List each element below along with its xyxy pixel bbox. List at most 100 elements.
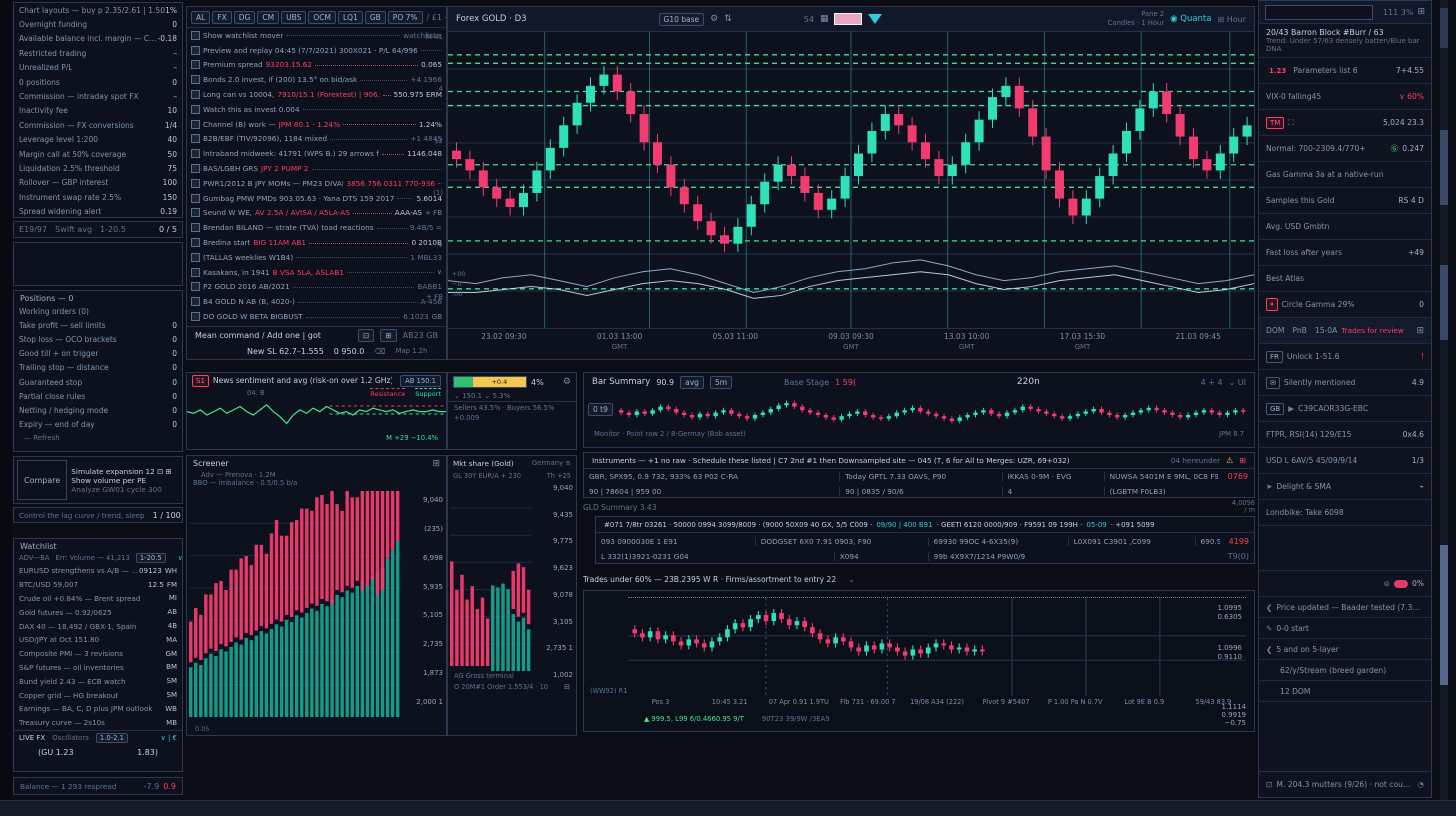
scanner-rail-item[interactable]: (1)	[433, 189, 443, 197]
account-row[interactable]: Inactivity fee 10	[14, 104, 182, 118]
sidebar-row[interactable]: FTPR, RSI(14) 129/E15 0x4.6	[1259, 422, 1431, 448]
account-row[interactable]: Commission — FX conversions 1/4	[14, 118, 182, 132]
checkbox-icon[interactable]	[191, 75, 200, 85]
checkbox-icon[interactable]	[191, 119, 200, 129]
watchlist-row[interactable]: Gold futures — 0.92/0625 AB	[14, 605, 182, 619]
sidebar-row[interactable]: Avg. USD Gmbtn	[1259, 214, 1431, 240]
checkbox-icon[interactable]	[191, 312, 200, 322]
sidebar-row[interactable]: 62/y/Stream (breed garden)	[1259, 660, 1431, 681]
ticker-row[interactable]: Trades under 60% — 23B.2395 W R · Firms/…	[583, 572, 1255, 586]
order-row[interactable]: Guaranteed stop 0	[14, 375, 182, 389]
order-row[interactable]: Expiry — end of day 0	[14, 418, 182, 432]
scanner-row[interactable]: BAS/LGBH GRS JPY 2 PUMP 2	[187, 161, 446, 176]
search-grid-icon[interactable]: ⊞	[1417, 7, 1425, 17]
lag-curve-row[interactable]: Control the lag curve / trend, sleep 1 ∕…	[13, 507, 183, 523]
order-row[interactable]: Stop loss — OCO brackets 0	[14, 332, 182, 346]
checkbox-icon[interactable]	[191, 193, 200, 203]
tab-grid-icon[interactable]: ⊞	[1416, 325, 1424, 336]
scanner-filter-button[interactable]: AL	[191, 10, 211, 24]
blotter-cell[interactable]: GBR, SPX95, 0.9 732, 933% 63 P02 C-RA	[589, 472, 739, 481]
scanner-row[interactable]: Seund W WE, AV 2.5A / AVISA / A5LA-AS AA…	[187, 206, 446, 221]
scanner-row[interactable]: PWR1/2012 B JPY MOMs — PM23 DIVARM 576, …	[187, 176, 446, 191]
account-row[interactable]: Available balance incl. margin — CL/Clos…	[14, 32, 182, 46]
share-bars-chart[interactable]	[450, 481, 532, 671]
account-row[interactable]: Liquidation 2.5% threshold 75	[14, 161, 182, 175]
swap-icon[interactable]: ⇅	[724, 14, 732, 24]
sentiment-range-button[interactable]: AB 150.1	[400, 374, 441, 387]
dock-icon[interactable]: ⊡	[1266, 780, 1273, 789]
orders-cell[interactable]: 99b 4X9X7/1214 P9W0/9	[927, 551, 1219, 561]
watchlist-filter[interactable]: ADV—BA	[19, 554, 50, 562]
orders-cell[interactable]: L 332(1)3921-0231 G04	[601, 551, 689, 561]
checkbox-icon[interactable]	[191, 267, 200, 277]
sidebar-row[interactable]: Best Atlas	[1259, 266, 1431, 292]
order-row[interactable]: Take profit — sell limits 0	[14, 318, 182, 332]
overlay-toggle[interactable]	[834, 13, 863, 25]
left-toolbar-item[interactable]: E19/97	[19, 225, 48, 234]
blotter-cell[interactable]: Today GPTL 7.33 OAVS, P90	[839, 472, 997, 481]
order-row[interactable]: Working orders (0)	[14, 304, 182, 318]
grid-red-icon[interactable]: ⊞	[1239, 456, 1246, 465]
scrollbar-track[interactable]	[1440, 0, 1448, 800]
checkbox-icon[interactable]	[191, 149, 200, 159]
left-toolbar-item[interactable]: 1-20.5	[100, 225, 126, 234]
account-row[interactable]: Chart layouts — buy p 2.35/2.61 | 1.50 1…	[14, 3, 182, 17]
orders-cell[interactable]: 69930 99OC 4-6X35(9)	[927, 536, 1064, 546]
checkbox-icon[interactable]	[191, 252, 200, 262]
sidebar-row[interactable]: 12 DOM	[1259, 681, 1431, 702]
sidebar-row[interactable]: VIX-0 falling45 ∨ 60%	[1259, 84, 1431, 110]
watchlist-row[interactable]: USD/JPY at Oct 151.80 MA	[14, 633, 182, 647]
sidebar-row[interactable]: 1.23 Parameters list 6 7+4.55	[1259, 58, 1431, 84]
watchlist-row[interactable]: Composite PMI — 3 revisions GM	[14, 647, 182, 661]
range-chip[interactable]: 1.0-2.1	[95, 732, 128, 743]
blotter-cell[interactable]: 90 | 0835 / 90/6	[839, 486, 997, 496]
scanner-row[interactable]: Gumbag PMW PMDs 903.05.63 · Yana DTS 159…	[187, 191, 446, 206]
blotter-cell[interactable]: NUWSA 5401M E 9ML, 0C8 F9RA	[1103, 472, 1218, 481]
sidebar-row[interactable]: ❮ Price updated — Baader tested (7.3) / …	[1259, 597, 1431, 618]
scrollbar-thumb[interactable]	[1440, 265, 1448, 340]
scanner-rail-item[interactable]: 4	[438, 85, 443, 93]
basket-chip[interactable]: G10 base	[658, 12, 705, 26]
scanner-filter-button[interactable]: OCM	[308, 10, 336, 24]
order-row[interactable]: Netting / hedging mode 0	[14, 403, 182, 417]
sidebar-row[interactable]: ✉ Silently mentioned 4.9	[1259, 370, 1431, 396]
replay-controls[interactable]: 4 ∔ 4	[1200, 377, 1223, 387]
checkbox-icon[interactable]	[191, 104, 200, 114]
balance-row[interactable]: Balance — 1 293 respread -7.9 0.9	[13, 777, 183, 795]
live-fx-button[interactable]: LIVE FX	[19, 733, 46, 742]
sidebar-row[interactable]: TM ⛶ 5,024 23.3	[1259, 110, 1431, 136]
scanner-filter-button[interactable]: LQ1	[337, 10, 363, 24]
symbol-title[interactable]: Forex GOLD · D3	[456, 14, 527, 24]
scanner-row[interactable]: Bonds 2.0 invest, if (200) 13.5° on bid/…	[187, 72, 446, 87]
mini-chart-plot[interactable]: 1.0995 0.6305 1.0996 0.9110	[628, 597, 1246, 698]
scanner-row[interactable]: Premium spread 93203.15.62 0.065	[187, 58, 446, 73]
interval-chip[interactable]: 5m	[709, 375, 733, 389]
checkbox-icon[interactable]	[191, 134, 200, 144]
replay-ui-toggle[interactable]: ⌄ UI	[1228, 377, 1247, 387]
watchlist-view-controls[interactable]: ∨ ⊞ P	[177, 554, 182, 562]
scanner-row[interactable]: DO GOLD W BETA BIGBUST 6.1023 GB	[187, 309, 446, 324]
pager-control[interactable]: 0 / 5	[159, 225, 177, 234]
sidebar-tab[interactable]: DOM	[1266, 326, 1285, 335]
search-input[interactable]	[1265, 4, 1373, 20]
order-row[interactable]: Good till + on trigger 0	[14, 347, 182, 361]
sidebar-row[interactable]: Fast loss after years +49	[1259, 240, 1431, 266]
watchlist-row[interactable]: S&P futures — oil inventories BM	[14, 661, 182, 675]
filter-funnel-icon[interactable]	[868, 14, 883, 24]
collapse-icon[interactable]: ⊟	[564, 682, 570, 691]
scanner-row[interactable]: Intraband midweek: 41791 (WPS B.) 29 arr…	[187, 146, 446, 161]
sidebar-row[interactable]: FR Unlock 1-51.6 !	[1259, 344, 1431, 370]
grid-icon[interactable]: ▦	[819, 14, 829, 24]
red-toggle[interactable]	[1393, 579, 1408, 588]
scanner-rail-item[interactable]: $2	[434, 137, 443, 145]
scanner-row[interactable]: P2 GOLD 2016 AB/2021 BABB1	[187, 280, 446, 295]
scanner-row[interactable]: Brendan BILAND — strate (TVA) toad react…	[187, 220, 446, 235]
scanner-row[interactable]: Channel (B) work — JPM 80.1 · 1.24% 1.24…	[187, 117, 446, 132]
watchlist-row[interactable]: Crude oil +0.84% — Brent spread MI	[14, 592, 182, 606]
account-row[interactable]: Restricted trading –	[14, 46, 182, 60]
account-row[interactable]: 0 positions 0	[14, 75, 182, 89]
blotter-cell[interactable]: 4	[1001, 486, 1100, 496]
sidebar-row[interactable]: Samples this Gold RS 4 D	[1259, 188, 1431, 214]
orders-cell[interactable]: 093 0900030E 1 E91	[601, 536, 678, 546]
sidebar-row[interactable]: GB ▶ C39CAOR33G-EBC	[1259, 396, 1431, 422]
